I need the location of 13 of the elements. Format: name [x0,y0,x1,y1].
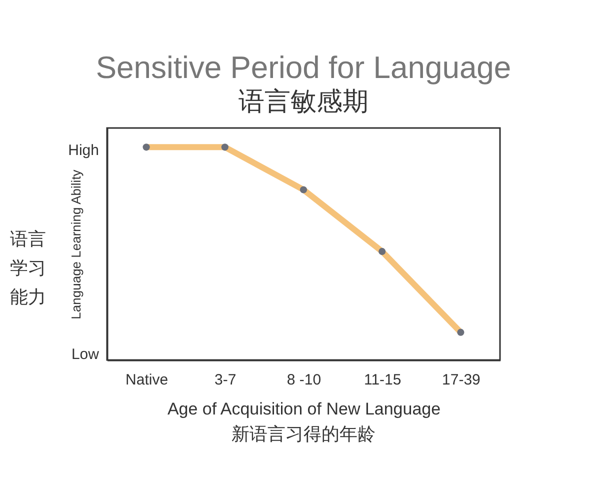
text: High [68,142,99,159]
y-axis-title: Language Learning Ability [68,169,84,320]
chart-title: Sensitive Period for Language [96,50,512,85]
chart-subtitle: 语言敏感期 [238,86,368,116]
text: Low [71,346,100,363]
x-tick-label: 11-15 [364,372,402,388]
x-tick-label: 17-39 [442,372,480,388]
text: 语言学习能力 [10,229,46,307]
x-tick-label: Native [126,372,168,388]
x-tick-label: 3-7 [214,372,236,388]
x-axis-title: Age of Acquisition of New Language [167,400,441,418]
x-tick-label: 8 -10 [286,372,322,388]
text: 新语言习得的年龄 [232,424,376,444]
